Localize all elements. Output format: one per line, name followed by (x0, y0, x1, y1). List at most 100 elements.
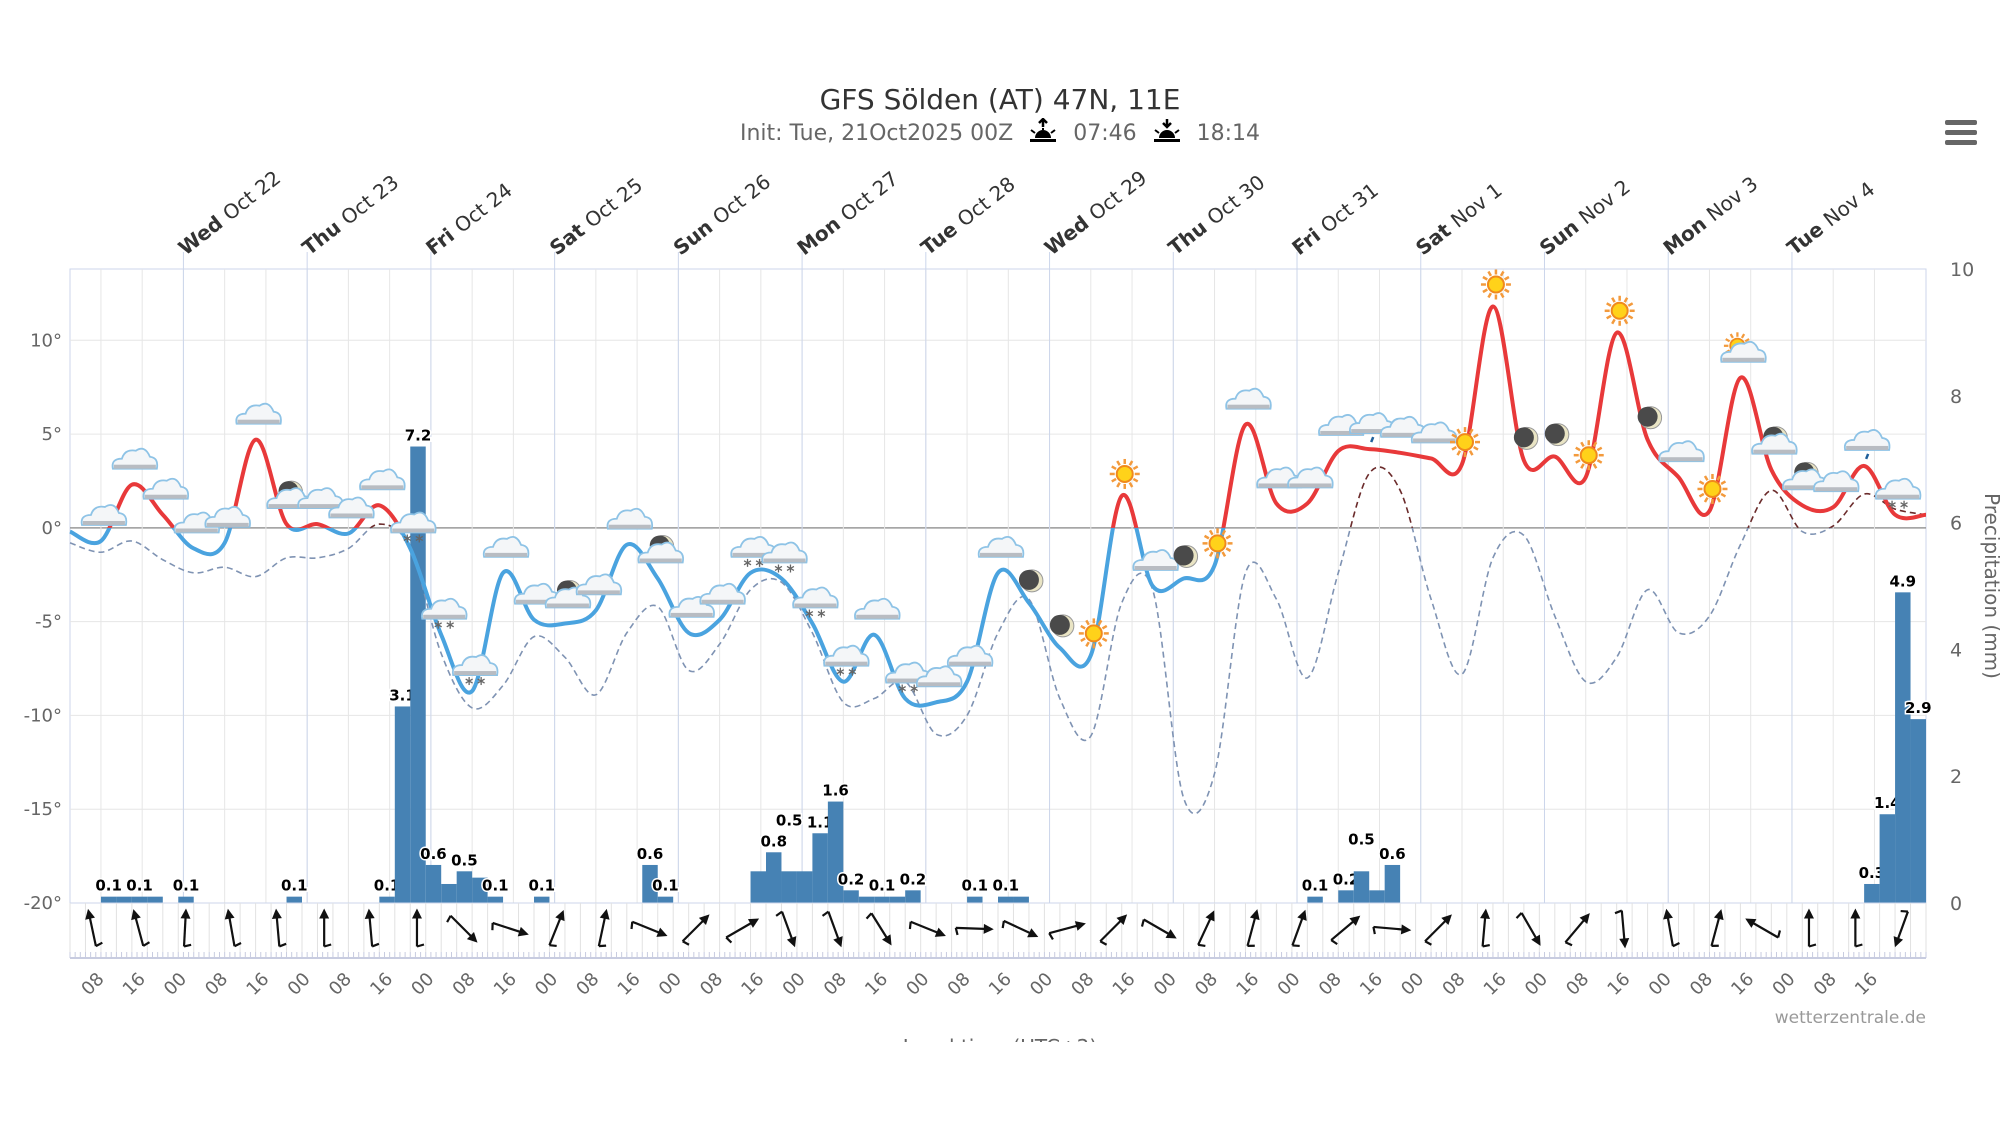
wind-arrow-head (1663, 908, 1673, 920)
hour-tick-label: 16 (861, 969, 892, 1000)
sun-disc (1084, 624, 1103, 643)
precip-bar (1384, 864, 1401, 903)
sun-ray (1703, 497, 1709, 503)
precip-bar (750, 871, 766, 903)
wind-arrow-icon (1001, 919, 1039, 938)
wind-arrow-icon (319, 908, 332, 948)
wind-arrow-icon (1197, 910, 1215, 948)
wind-arrow-barb (775, 910, 783, 917)
day-label: SatOct 25 (545, 173, 647, 260)
precip-bar (1864, 883, 1880, 903)
sun-shape (1109, 458, 1140, 489)
sun-icon (1450, 427, 1480, 458)
wind-arrow-barb (1330, 939, 1338, 946)
moon-shadow (1049, 614, 1070, 635)
sun-ray (1729, 333, 1734, 339)
sun-ray (1456, 450, 1462, 456)
hour-tick-label: 00 (284, 969, 315, 1000)
precip-bar-label: 0.1 (1302, 877, 1329, 895)
precip-bar-label: 0.6 (637, 845, 664, 863)
cloud-snow-icon (451, 654, 499, 686)
snowflake-glyph (403, 534, 412, 543)
wind-arrow-head (466, 932, 478, 943)
sun-disc (1115, 464, 1134, 483)
wind-arrow-head (1297, 909, 1307, 921)
wind-arrow-shaft (870, 912, 890, 941)
cloud-icon (328, 496, 375, 519)
cloud-shadow (1413, 438, 1456, 443)
day-label: SatNov 1 (1411, 178, 1507, 260)
sun-ray (1111, 477, 1117, 483)
sun-ray (1208, 551, 1214, 557)
precip-bar-label: 0.6 (420, 845, 447, 863)
raindrop (1370, 436, 1375, 443)
snowflake-stroke (817, 610, 826, 617)
moon-shadow (1544, 423, 1565, 444)
day-label: WedOct 29 (1040, 166, 1151, 260)
sun-ray (1097, 641, 1103, 648)
sun-ray (1473, 433, 1479, 439)
day-label-date: Oct 23 (336, 170, 403, 230)
credit-link[interactable]: wetterzentrale.de (1774, 1008, 1926, 1028)
day-label-weekday: Sun (669, 215, 718, 260)
cloud-shape (482, 536, 530, 558)
precip-bar (394, 706, 411, 903)
wind-arrow-head (656, 927, 668, 937)
precip-bar (100, 896, 117, 903)
cloud-icon (915, 665, 963, 688)
hour-tick-label: 08 (820, 969, 851, 1000)
day-label-weekday: Mon (1659, 212, 1712, 260)
precip-bar (827, 801, 844, 903)
y-left-tick-label: -5° (35, 612, 62, 633)
wind-arrow-shaft (1481, 914, 1487, 947)
cloud-shadow (144, 494, 187, 499)
cloud-snow-icon (792, 586, 839, 618)
wind-arrow-shaft (368, 914, 374, 947)
sun-ray (1085, 619, 1090, 626)
sun-ray (1128, 460, 1134, 466)
cloud-shadow (392, 528, 435, 533)
wind-arrow-barb (323, 943, 332, 948)
hamburger-menu-icon[interactable] (1945, 120, 1977, 146)
sun-icon (1573, 440, 1604, 471)
snowflake-glyph (774, 564, 783, 573)
wind-arrow-head (599, 908, 610, 920)
sun-ray (1132, 465, 1139, 471)
precip-bar-label: 0.1 (374, 877, 401, 895)
sun-disc (1208, 534, 1227, 553)
hour-tick-label: 00 (1150, 969, 1181, 1000)
wind-arrow-icon (1291, 909, 1307, 948)
sun-ray (1080, 637, 1086, 642)
wind-arrow-shaft (1520, 912, 1539, 942)
wind-arrow-head (555, 909, 565, 922)
sun-ray (1221, 529, 1227, 536)
precip-bar (116, 896, 132, 903)
precip-bar-label: 3.1 (389, 686, 416, 704)
wind-arrow-shaft (1710, 914, 1721, 947)
x-axis-title: Local time (UTC+2) (850, 1034, 1150, 1042)
snowflake-stroke (743, 560, 752, 566)
hour-tick-label: 00 (1274, 969, 1305, 1000)
day-label-weekday: Mon (792, 212, 845, 260)
wind-arrow-icon (1424, 914, 1452, 946)
sun-ray (1716, 475, 1722, 481)
y-left-tick-label: -20° (24, 893, 62, 914)
day-label: SunNov 2 (1535, 175, 1635, 260)
precip-bar (456, 871, 473, 903)
sun-shape (1573, 440, 1604, 471)
wind-arrow-barb (446, 915, 452, 923)
wind-arrow-head (1850, 908, 1861, 919)
precip-bar-label: 0.1 (652, 877, 679, 895)
wind-arrow-barb (865, 912, 873, 920)
day-label-date: Oct 22 (218, 166, 285, 226)
cloud-shadow (701, 599, 744, 604)
cloud-icon (1287, 466, 1334, 489)
hour-tick-label: 00 (1397, 969, 1428, 1000)
precip-bar (858, 896, 875, 903)
y-right-tick-label: 8 (1950, 386, 1962, 408)
cloud-shape (421, 597, 468, 620)
precip-bar-label: 0.1 (126, 877, 153, 895)
day-label-date: Oct 24 (450, 178, 517, 238)
cloud-shadow (516, 599, 558, 604)
wind-arrow-shaft (1424, 917, 1449, 943)
